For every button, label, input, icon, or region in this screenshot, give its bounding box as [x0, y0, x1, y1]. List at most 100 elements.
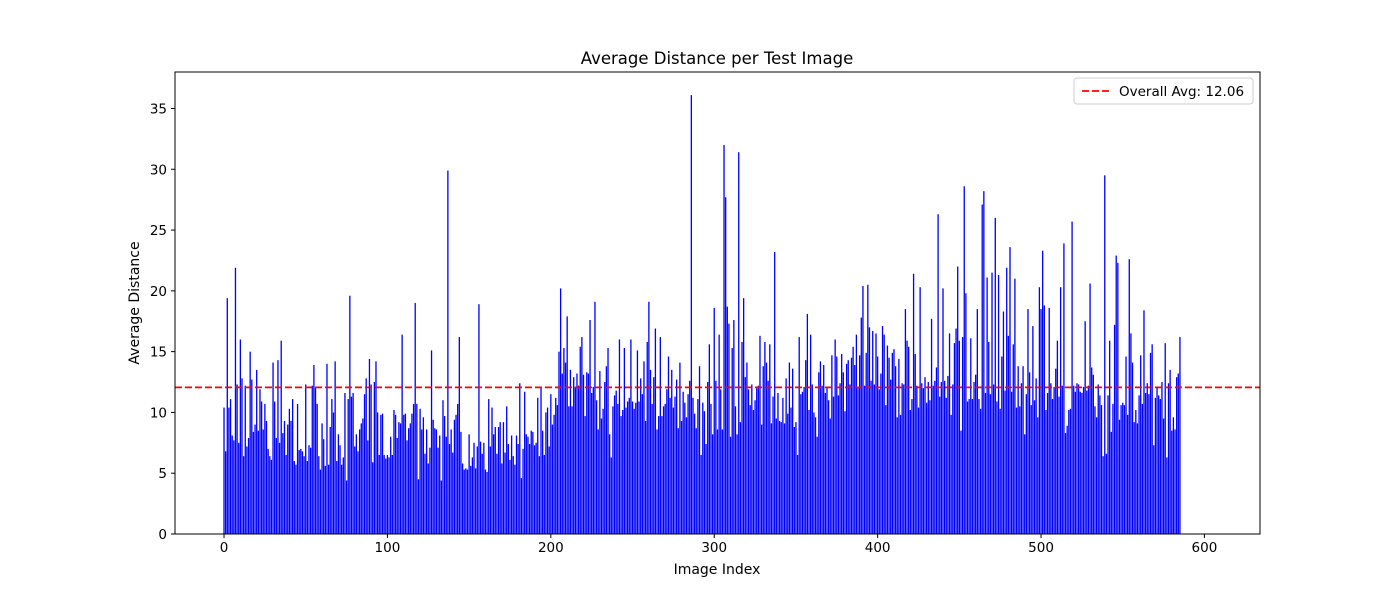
bar-292 — [700, 454, 702, 534]
bar-397 — [872, 330, 874, 534]
bar-401 — [878, 389, 880, 534]
bar-288 — [693, 413, 696, 534]
bar-238 — [612, 406, 614, 534]
bar-211 — [568, 406, 570, 534]
bar-569 — [1153, 445, 1155, 534]
bar-9 — [238, 442, 240, 534]
bar-343 — [783, 423, 786, 534]
bar-233 — [604, 382, 606, 534]
x-tick-label: 100 — [375, 540, 401, 556]
bar-164 — [491, 407, 493, 534]
bar-429 — [924, 377, 926, 534]
bar-496 — [1033, 400, 1036, 534]
bar-198 — [546, 407, 549, 534]
bar-378 — [841, 354, 843, 534]
bar-243 — [620, 416, 622, 534]
bar-143 — [457, 403, 459, 534]
bar-162 — [488, 399, 490, 534]
bar-514 — [1063, 243, 1065, 534]
bar-341 — [780, 422, 782, 534]
bar-423 — [914, 354, 916, 534]
bar-135 — [443, 416, 446, 534]
bar-334 — [769, 344, 771, 534]
bar-252 — [635, 402, 637, 534]
bar-113 — [408, 428, 410, 534]
bar-428 — [922, 388, 925, 534]
bar-381 — [845, 363, 848, 534]
bar-525 — [1081, 392, 1083, 534]
bar-457 — [970, 338, 972, 534]
bar-82 — [357, 451, 359, 534]
y-axis-label: Average Distance — [127, 241, 143, 364]
bar-71 — [339, 445, 341, 534]
bar-118 — [416, 403, 418, 534]
bar-318 — [742, 298, 745, 534]
y-tick-label: 15 — [150, 345, 167, 361]
bar-448 — [955, 328, 957, 534]
bar-220 — [582, 374, 585, 534]
bar-470 — [991, 272, 993, 534]
bar-321 — [747, 389, 750, 534]
bar-375 — [836, 356, 838, 534]
bar-276 — [674, 396, 676, 534]
bar-395 — [868, 327, 871, 534]
bar-438 — [939, 396, 941, 534]
bar-124 — [425, 429, 428, 534]
bar-105 — [394, 414, 397, 534]
bar-572 — [1158, 395, 1160, 534]
bar-284 — [687, 394, 689, 534]
bar-358 — [808, 409, 810, 534]
bar-214 — [573, 377, 575, 534]
bar-380 — [844, 411, 846, 534]
bar-264 — [654, 328, 657, 534]
bar-267 — [659, 337, 661, 534]
bar-270 — [664, 403, 666, 534]
x-axis-label: Image Index — [674, 562, 761, 578]
bar-371 — [829, 418, 831, 534]
bar-529 — [1087, 385, 1090, 534]
bar-518 — [1069, 408, 1072, 534]
bar-460 — [975, 374, 977, 534]
legend-label: Overall Avg: 12.06 — [1119, 84, 1244, 100]
bar-89 — [368, 358, 371, 534]
bar-523 — [1077, 384, 1080, 534]
bar-16 — [249, 351, 251, 534]
bar-266 — [658, 416, 660, 534]
bar-402 — [880, 373, 882, 534]
bar-101 — [388, 457, 390, 534]
bar-315 — [738, 152, 740, 535]
bar-450 — [958, 340, 960, 534]
bar-167 — [496, 453, 498, 534]
bar-459 — [973, 382, 975, 534]
x-tick-label: 500 — [1028, 540, 1054, 556]
bar-404 — [883, 334, 885, 534]
bar-406 — [886, 345, 889, 534]
bar-296 — [707, 382, 709, 534]
bar-481 — [1009, 247, 1011, 534]
bar-178 — [514, 464, 516, 534]
bar-306 — [723, 144, 725, 534]
bar-129 — [434, 428, 436, 534]
bar-427 — [921, 383, 923, 534]
bar-261 — [649, 369, 652, 534]
bar-25 — [264, 403, 266, 534]
bar-221 — [584, 416, 586, 534]
bar-282 — [684, 402, 686, 534]
bar-188 — [530, 430, 532, 534]
bar-52 — [308, 445, 310, 534]
bar-411 — [894, 366, 897, 534]
bar-281 — [682, 391, 684, 534]
bar-213 — [571, 406, 573, 534]
bar-193 — [538, 456, 541, 534]
bar-54 — [311, 385, 313, 534]
bar-567 — [1149, 352, 1152, 534]
bar-512 — [1059, 287, 1062, 534]
bar-582 — [1174, 429, 1176, 534]
bar-504 — [1046, 392, 1049, 534]
bar-139 — [450, 429, 452, 534]
y-tick-label: 0 — [158, 527, 167, 543]
bar-313 — [734, 406, 737, 534]
bar-125 — [427, 463, 429, 534]
bar-399 — [875, 333, 877, 534]
bar-499 — [1038, 287, 1041, 534]
